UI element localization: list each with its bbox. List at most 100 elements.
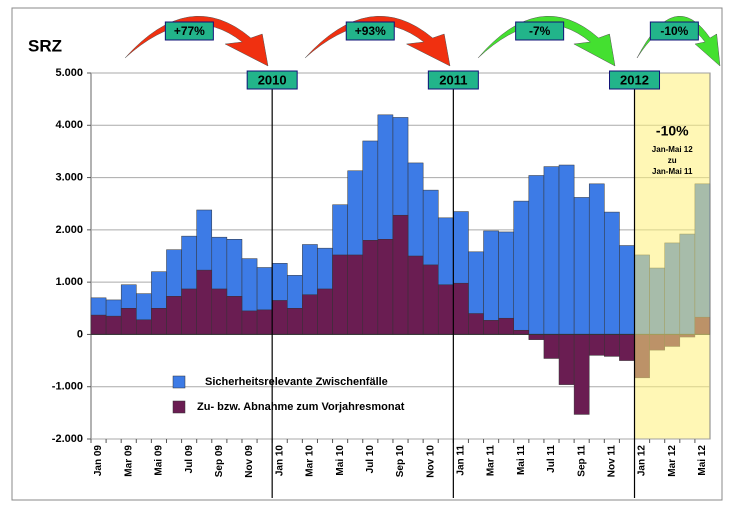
year-label: 2010: [258, 72, 287, 87]
highlight-note: Jan-Mai 12: [652, 145, 693, 154]
bar: [588, 334, 605, 356]
legend-label: Sicherheitsrelevante Zwischenfälle: [205, 376, 388, 388]
bar: [136, 319, 152, 335]
legend-swatch: [172, 400, 186, 414]
year-box: [427, 70, 479, 90]
legend-label: Zu- bzw. Abnahme zum Vorjahresmonat: [197, 401, 405, 413]
bar: [453, 282, 469, 335]
x-tick-label: Nov 10: [425, 445, 436, 478]
bar: [543, 166, 560, 335]
x-tick-label: Mai 10: [335, 445, 346, 476]
x-tick-label: Mar 11: [486, 445, 497, 477]
y-tick-label: 4.000: [55, 119, 83, 131]
bar: [392, 214, 409, 335]
bar: [422, 264, 439, 335]
bar: [407, 255, 424, 335]
bar: [528, 334, 545, 340]
trend-box: [345, 21, 395, 41]
x-tick-label: Mai 09: [154, 445, 165, 476]
bar: [105, 315, 122, 335]
y-tick-label: 1.000: [55, 276, 83, 288]
x-tick-label: Nov 09: [244, 445, 255, 478]
bar: [558, 164, 575, 335]
trend-box: [164, 21, 214, 41]
x-tick-label: Jul 10: [365, 445, 376, 474]
bar: [604, 211, 620, 335]
highlight-note: Jan-Mai 11: [652, 167, 693, 176]
y-tick-label: 5.000: [55, 67, 83, 79]
x-tick-label: Sep 11: [576, 445, 587, 477]
highlight: [634, 72, 711, 440]
bar: [468, 313, 484, 335]
year-label: 2012: [620, 72, 649, 87]
bar: [437, 284, 454, 335]
trend-label: -10%: [660, 24, 688, 38]
bar: [558, 334, 575, 385]
bar: [271, 300, 288, 335]
trend-label: +93%: [355, 24, 386, 38]
highlight-note: zu: [668, 156, 677, 165]
bar: [256, 309, 273, 335]
y-tick-label: 3.000: [55, 171, 83, 183]
x-tick-label: Mai 11: [516, 445, 527, 475]
bar: [166, 296, 182, 335]
bar: [588, 183, 605, 335]
bar: [377, 239, 394, 335]
x-tick-label: Jul 11: [546, 445, 557, 473]
bar: [362, 240, 379, 335]
x-tick-label: Jan 09: [93, 445, 104, 477]
bar: [181, 288, 197, 335]
bar: [573, 197, 590, 335]
bar: [347, 254, 364, 335]
bar: [302, 294, 318, 335]
x-tick-label: Sep 10: [395, 445, 406, 478]
trend-label: -7%: [529, 24, 551, 38]
x-tick-label: Mar 12: [667, 445, 678, 477]
bar: [151, 308, 167, 335]
chart-title: SRZ: [28, 36, 62, 55]
x-tick-label: Jan 10: [274, 445, 285, 477]
bar: [619, 334, 635, 361]
trend-label: +77%: [174, 24, 205, 38]
y-tick-label: -2.000: [52, 433, 83, 445]
x-tick-label: Jan 11: [456, 445, 467, 476]
x-tick-label: Mar 09: [123, 445, 134, 477]
bar: [619, 245, 635, 335]
bar: [120, 308, 137, 335]
year-label: 2011: [439, 72, 467, 87]
y-tick-label: 0: [77, 328, 83, 340]
bar: [332, 254, 348, 335]
bar: [483, 230, 499, 335]
bar: [513, 329, 530, 335]
trend-box: [515, 21, 565, 41]
bar: [604, 334, 620, 357]
y-tick-label: -1.000: [52, 381, 83, 393]
bar: [90, 314, 107, 335]
bar: [573, 334, 590, 415]
trend-box: [649, 21, 699, 41]
bar: [543, 334, 560, 359]
x-tick-label: Nov 11: [607, 445, 618, 478]
bar: [483, 320, 499, 335]
bar: [498, 317, 514, 335]
bar: [317, 288, 333, 335]
bar: [241, 310, 258, 335]
bar: [287, 308, 303, 335]
bar: [528, 175, 545, 335]
x-tick-label: Jan 12: [637, 445, 648, 477]
year-box: [609, 70, 661, 90]
x-tick-label: Sep 09: [214, 445, 225, 478]
legend-swatch: [172, 375, 186, 389]
x-tick-label: Mai 12: [697, 445, 708, 476]
x-tick-label: Mar 10: [305, 445, 316, 477]
bar: [196, 269, 213, 335]
bar: [211, 288, 228, 335]
x-tick-label: Jul 09: [184, 445, 195, 474]
highlight-note: -10%: [656, 123, 689, 139]
year-box: [246, 70, 298, 90]
bar: [226, 296, 243, 335]
bar: [513, 200, 530, 335]
y-tick-label: 2.000: [55, 224, 83, 236]
